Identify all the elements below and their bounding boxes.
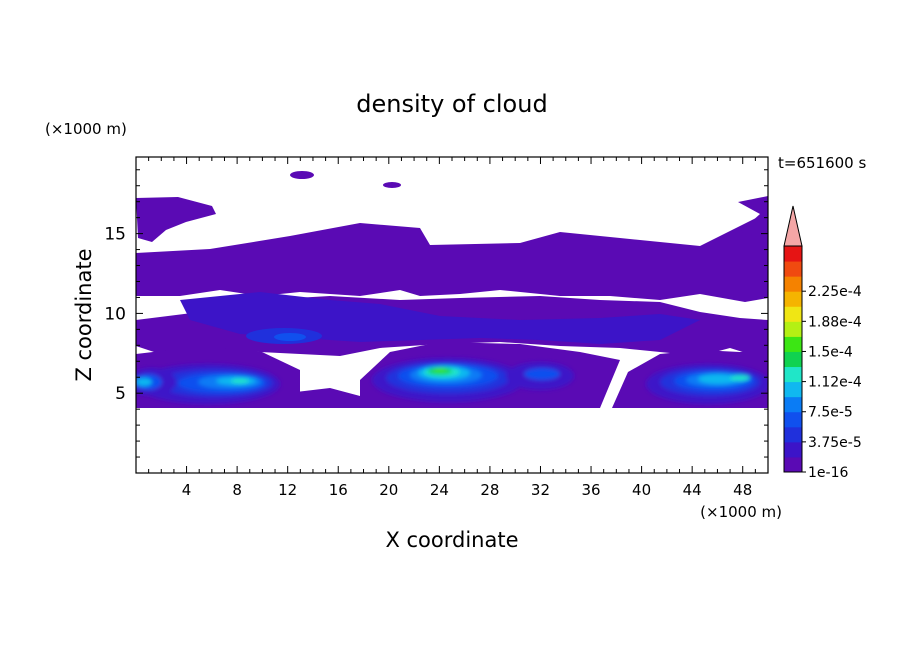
colorbar-swatch: [784, 321, 802, 337]
y-unit-label: (×1000 m): [45, 120, 127, 138]
colorbar-swatch: [784, 261, 802, 277]
colorbar-swatch: [784, 336, 802, 352]
x-tick-label: 36: [581, 481, 600, 499]
colorbar-label: 1.12e-4: [808, 375, 862, 391]
cloud-density-detail: [136, 358, 768, 404]
cloud-patch-top-right: [738, 196, 768, 238]
x-tick-label: 8: [232, 481, 242, 499]
x-tick-label: 24: [430, 481, 449, 499]
colorbar: [783, 205, 806, 473]
colorbar-swatch: [784, 396, 802, 413]
colorbar-swatch: [784, 441, 802, 458]
colorbar-swatch: [784, 456, 802, 473]
x-unit-label: (×1000 m): [700, 503, 782, 521]
time-label: t=651600 s: [778, 154, 866, 172]
colorbar-swatch: [784, 381, 802, 398]
cloud-layer-upper: [136, 212, 768, 302]
x-tick-label: 32: [531, 481, 550, 499]
colorbar-swatch: [784, 351, 802, 368]
colorbar-label: 1.88e-4: [808, 314, 862, 330]
x-tick-label: 48: [733, 481, 752, 499]
colorbar-label: 2.25e-4: [808, 284, 862, 300]
colorbar-label: 1.5e-4: [808, 344, 853, 360]
colorbar-swatch: [784, 366, 802, 383]
x-tick-label: 44: [683, 481, 702, 499]
x-tick-label: 40: [632, 481, 651, 499]
x-axis-label: X coordinate: [385, 528, 518, 552]
x-tick-label: 28: [480, 481, 499, 499]
axis-ticks: [136, 157, 768, 473]
y-tick-label: 15: [104, 225, 126, 245]
y-tick-labels: 5 10 15: [104, 225, 126, 405]
colorbar-label: 1e-16: [808, 465, 848, 481]
colorbar-swatch: [784, 246, 802, 262]
colorbar-swatch: [784, 306, 802, 322]
x-tick-label: 20: [379, 481, 398, 499]
x-tick-label: 12: [278, 481, 297, 499]
colorbar-swatch: [784, 291, 802, 307]
x-tick-label: 4: [182, 481, 192, 499]
colorbar-labels: 1e-16 3.75e-5 7.5e-5 1.12e-4 1.5e-4 1.88e-4 2.…: [808, 284, 862, 481]
y-tick-label: 5: [115, 384, 126, 404]
cloud-mid-core-2: [274, 333, 306, 341]
colorbar-extend-arrow: [783, 205, 803, 247]
colorbar-label: 3.75e-5: [808, 435, 862, 451]
colorbar-swatch: [784, 426, 802, 443]
cloud-patch-top-left: [136, 197, 216, 242]
colorbar-swatch: [784, 411, 802, 428]
colorbar-label: 7.5e-5: [808, 405, 853, 421]
y-axis-label: Z coordinate: [72, 248, 96, 381]
x-tick-label: 16: [329, 481, 348, 499]
cloud-speck-2: [383, 182, 401, 188]
x-tick-labels: 4 8 12 16 20 24 28 32 36 40 44 48: [182, 481, 752, 499]
colorbar-swatch: [784, 276, 802, 292]
chart-title: density of cloud: [356, 90, 547, 118]
colorbar-frame: [783, 245, 803, 473]
low-band-bridge: [296, 388, 360, 408]
cloud-speck-1: [290, 171, 314, 179]
y-tick-label: 10: [104, 304, 126, 324]
